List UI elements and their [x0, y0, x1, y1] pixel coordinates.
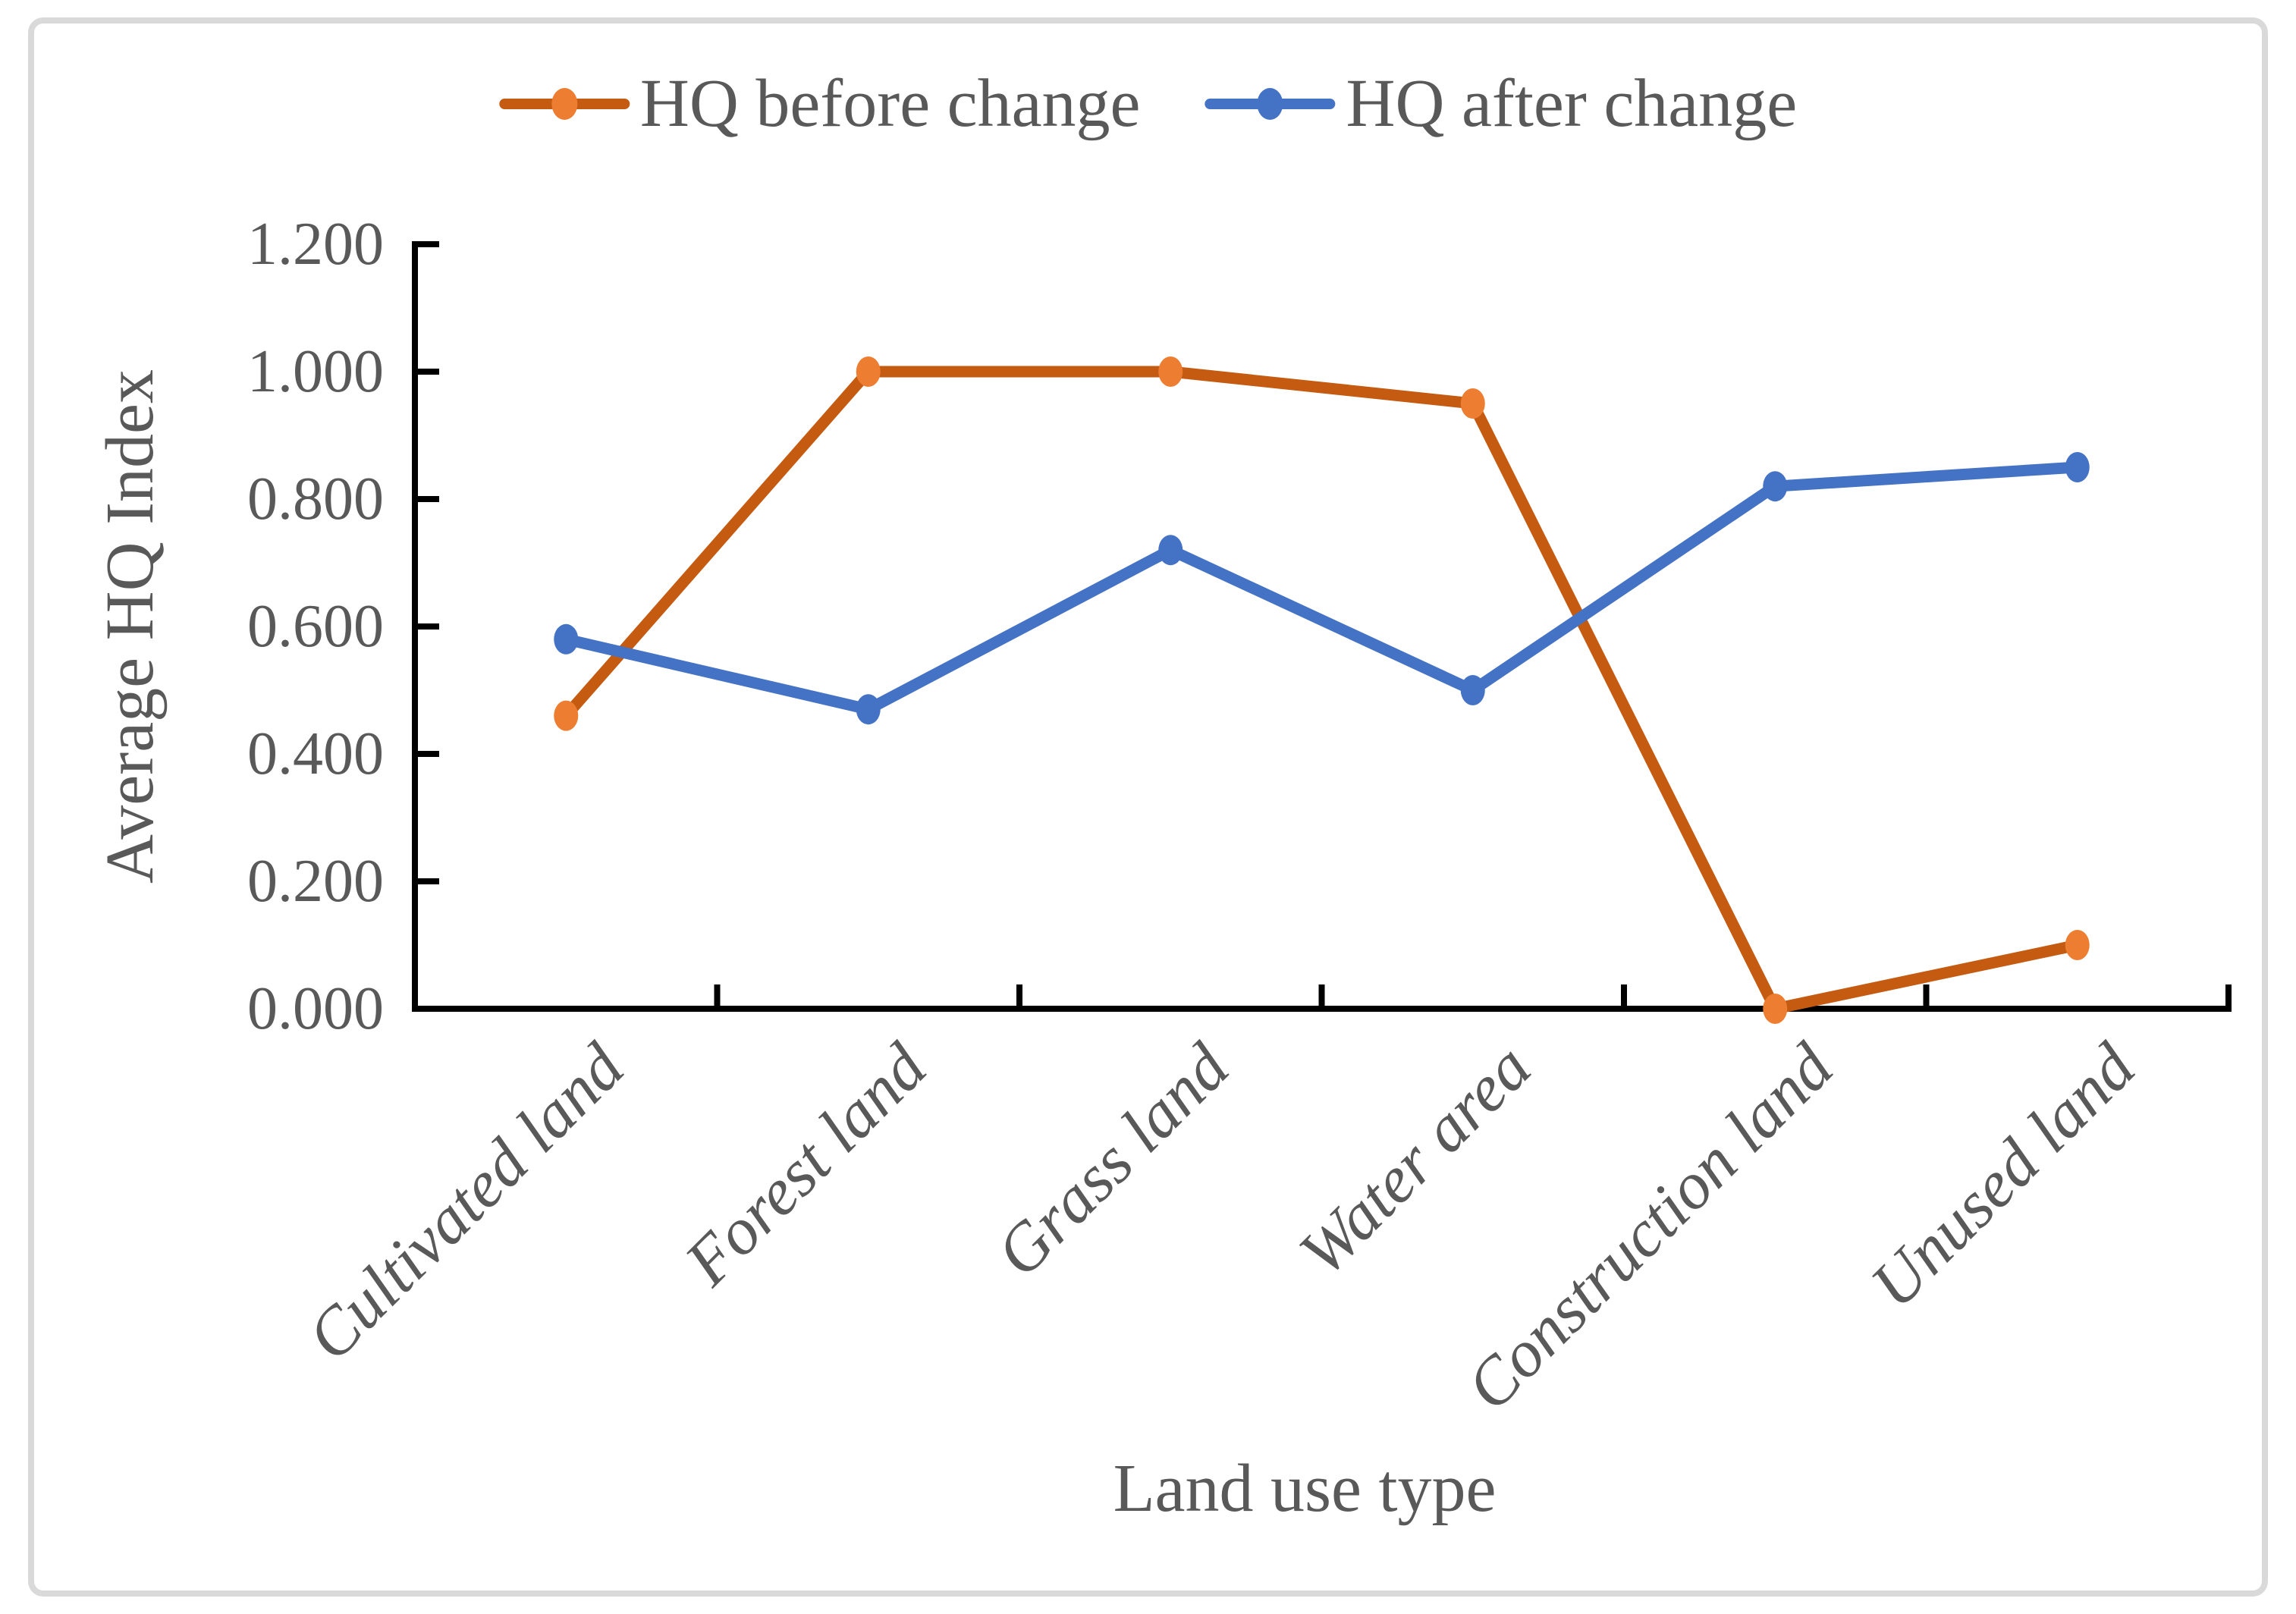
y-tick-label: 0.200 [247, 848, 384, 915]
legend-marker-dot [1257, 88, 1283, 120]
y-tick-label: 0.800 [247, 466, 384, 532]
data-point [856, 356, 881, 387]
legend-item-1: HQ after change [1205, 66, 1798, 141]
data-point [2065, 930, 2090, 960]
legend-line-swatch [1205, 88, 1336, 120]
y-tick-label: 0.000 [247, 975, 384, 1042]
data-point [1460, 388, 1485, 419]
legend-item-0: HQ before change [498, 66, 1141, 141]
data-point [2065, 452, 2090, 482]
y-tick-label: 1.000 [247, 338, 384, 405]
data-point [1158, 356, 1183, 387]
data-point [1460, 675, 1485, 705]
legend-label: HQ before change [639, 66, 1141, 141]
x-axis-title: Land use type [1113, 1451, 1497, 1526]
legend: HQ before change HQ after change [498, 66, 1798, 141]
legend-label: HQ after change [1346, 66, 1798, 141]
data-point [856, 694, 881, 725]
y-tick-label: 0.400 [247, 721, 384, 787]
data-point [554, 623, 579, 655]
series-line-1 [560, 461, 2084, 715]
data-point [1763, 471, 1788, 502]
y-tick-label: 0.600 [247, 593, 384, 660]
legend-marker-dot [551, 88, 577, 120]
y-tick-label: 1.200 [247, 211, 384, 278]
data-point [554, 700, 579, 731]
legend-line-swatch [498, 88, 630, 120]
data-point [1763, 994, 1788, 1024]
y-axis-title: Average HQ Index [93, 369, 168, 884]
series-line-0 [560, 366, 2084, 1015]
data-point [1158, 535, 1183, 566]
